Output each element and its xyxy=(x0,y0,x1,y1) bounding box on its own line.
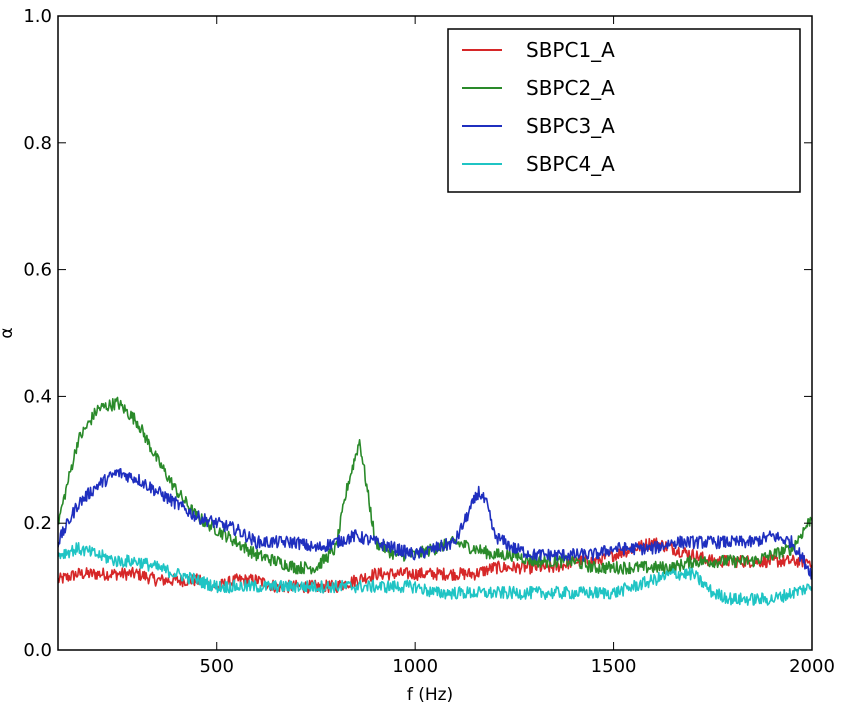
x-tick-label: 500 xyxy=(200,656,234,677)
y-axis: 0.0 0.2 0.4 0.6 0.8 1.0 xyxy=(23,6,812,661)
x-tick-label: 1000 xyxy=(392,656,438,677)
series-line-sbpc1-a xyxy=(58,537,812,594)
plot-frame xyxy=(57,15,813,651)
y-axis-label: α xyxy=(0,327,17,338)
y-tick-label: 0.8 xyxy=(23,133,52,154)
x-tick-label: 1500 xyxy=(591,656,637,677)
y-tick-label: 1.0 xyxy=(23,6,52,27)
series-line-sbpc4-a xyxy=(58,542,812,606)
series-line-sbpc3-a xyxy=(58,468,812,580)
x-axis-label: f (Hz) xyxy=(407,685,453,705)
legend-label: SBPC3_A xyxy=(526,114,615,138)
series-layer xyxy=(58,396,812,606)
y-tick-label: 0.0 xyxy=(23,640,52,661)
x-axis: 500 1000 1500 2000 xyxy=(200,16,835,677)
legend: SBPC1_A SBPC2_A SBPC3_A SBPC4_A xyxy=(447,28,801,193)
legend-label: SBPC4_A xyxy=(526,152,615,176)
legend-box xyxy=(447,28,801,193)
legend-label: SBPC1_A xyxy=(526,38,615,62)
series-line-sbpc2-a xyxy=(58,396,812,575)
y-tick-label: 0.6 xyxy=(23,260,52,281)
x-tick-label: 2000 xyxy=(789,656,835,677)
y-tick-label: 0.2 xyxy=(23,513,52,534)
y-tick-label: 0.4 xyxy=(23,386,52,407)
legend-label: SBPC2_A xyxy=(526,76,615,100)
